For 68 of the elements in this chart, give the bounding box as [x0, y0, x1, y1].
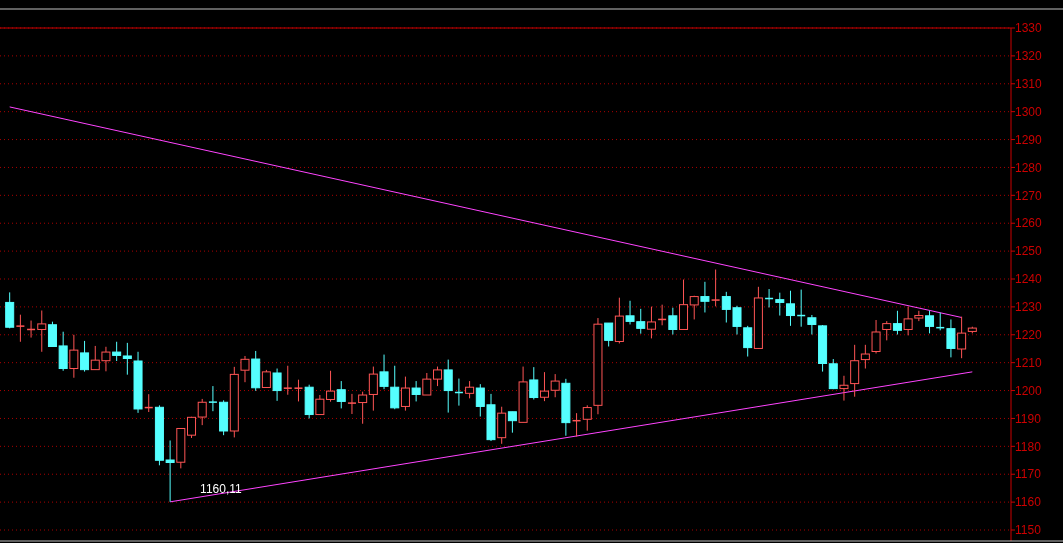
candlestick [871, 319, 881, 354]
candlestick [882, 320, 892, 341]
candlestick [379, 354, 389, 390]
candlestick [582, 404, 592, 432]
candlestick [646, 306, 656, 339]
candlestick [850, 344, 860, 398]
candlestick [433, 366, 443, 387]
y-tick-label: 1270 [1015, 188, 1043, 203]
y-tick-label: 1200 [1015, 383, 1043, 398]
y-tick-label: 1180 [1015, 439, 1042, 454]
candlestick [710, 269, 721, 307]
y-tick-label: 1330 [1015, 21, 1043, 36]
candlestick [892, 310, 902, 335]
candlestick [925, 310, 935, 334]
y-tick-label: 1190 [1015, 411, 1042, 426]
candlestick [839, 375, 849, 402]
candlestick [529, 366, 539, 400]
y-tick-label: 1300 [1015, 104, 1043, 119]
candlestick [283, 365, 293, 396]
candlestick [347, 393, 357, 415]
candlestick [860, 344, 870, 370]
y-tick-label: 1240 [1015, 272, 1043, 287]
candlestick [775, 292, 785, 317]
candlestick [15, 314, 26, 343]
candlestick [700, 281, 710, 313]
candlestick [443, 359, 453, 414]
candlestick [272, 368, 282, 402]
y-tick-label: 1150 [1015, 523, 1042, 538]
candlestick [69, 334, 79, 379]
y-tick-label: 1230 [1015, 300, 1043, 315]
candlestick [368, 366, 378, 412]
candlestick [58, 331, 68, 372]
candlestick [112, 341, 122, 362]
candlestick [47, 321, 57, 347]
candlestick [390, 365, 400, 410]
y-tick-label: 1250 [1015, 244, 1043, 259]
candlestick [743, 325, 753, 358]
y-tick-label: 1280 [1015, 160, 1043, 175]
candlestick [80, 340, 90, 373]
candlestick [807, 314, 817, 335]
y-tick-label: 1290 [1015, 132, 1043, 147]
y-tick-label: 1210 [1015, 355, 1043, 370]
annotation: 1160,11 [200, 481, 243, 496]
candlestick [785, 290, 795, 327]
candlestick [197, 398, 207, 426]
y-tick-label: 1320 [1015, 49, 1043, 64]
candlestick [539, 371, 549, 402]
candlestick [422, 372, 432, 396]
candlestick [957, 316, 967, 359]
candlestick [208, 385, 218, 412]
y-tick-label: 1170 [1015, 467, 1042, 482]
y-tick-label: 1220 [1015, 327, 1043, 342]
candlestick [400, 376, 410, 412]
candlestick [122, 342, 132, 376]
y-tick-label: 1310 [1015, 76, 1043, 91]
candlestick [604, 322, 614, 347]
candlestick [550, 373, 560, 398]
candlestick [293, 379, 304, 402]
candlestick [411, 380, 421, 402]
candlestick [668, 307, 678, 335]
y-tick-label: 1160 [1015, 495, 1042, 510]
candlestick [37, 310, 47, 353]
candlestick [946, 318, 956, 358]
candlestick [507, 411, 517, 434]
candlestick [240, 355, 250, 383]
candlestick [336, 380, 346, 409]
y-tick-label: 1260 [1015, 216, 1043, 231]
candlestick [358, 391, 368, 425]
